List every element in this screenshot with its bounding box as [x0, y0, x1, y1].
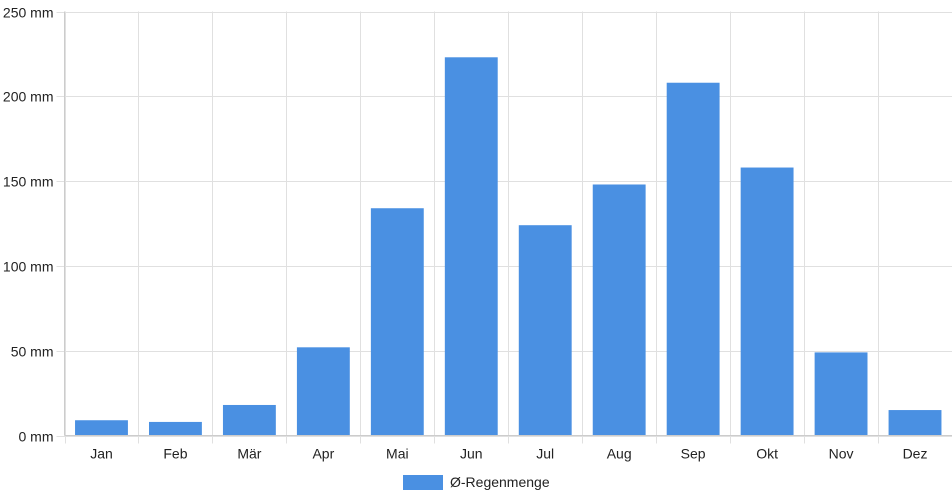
y-tick-label: 50 mm — [11, 344, 54, 360]
bar-okt[interactable] — [740, 167, 794, 436]
bar-series — [75, 57, 942, 436]
x-tick-label: Aug — [607, 446, 632, 462]
x-tick-label: Sep — [681, 446, 706, 462]
bar-feb[interactable] — [148, 421, 202, 436]
x-tick-label: Dez — [903, 446, 928, 462]
y-tick-label: 250 mm — [3, 5, 54, 21]
bar-jun[interactable] — [444, 57, 498, 436]
x-tick-label: Apr — [312, 446, 334, 462]
legend-label: Ø-Regenmenge — [450, 474, 550, 490]
y-tick-label: 100 mm — [3, 259, 54, 275]
x-tick-label: Jul — [536, 446, 554, 462]
bar-jul[interactable] — [518, 225, 572, 436]
bar-mai[interactable] — [370, 208, 424, 436]
bar-aug[interactable] — [592, 184, 646, 436]
x-tick-label: Jun — [460, 446, 483, 462]
x-tick-label: Mär — [237, 446, 261, 462]
bar-nov[interactable] — [814, 352, 868, 436]
bar-sep[interactable] — [666, 82, 720, 436]
y-tick-label: 0 mm — [19, 429, 54, 445]
legend[interactable]: Ø-Regenmenge — [403, 474, 550, 490]
x-tick-label: Nov — [829, 446, 854, 462]
bar-apr[interactable] — [296, 347, 350, 436]
y-tick-label: 200 mm — [3, 89, 54, 105]
y-tick-label: 150 mm — [3, 174, 54, 190]
x-tick-label: Feb — [163, 446, 187, 462]
bar-jan[interactable] — [75, 420, 128, 436]
x-tick-label: Mai — [386, 446, 409, 462]
x-tick-label: Okt — [756, 446, 778, 462]
grid-lines — [56, 11, 952, 444]
x-axis: Jan Feb Mär Apr Mai Jun Jul Aug Sep Okt Nov Dez — [64, 435, 952, 462]
x-tick-label: Jan — [90, 446, 113, 462]
bar-mär[interactable] — [222, 404, 276, 436]
y-axis: 0 mm 50 mm 100 mm 150 mm 200 mm 250 mm — [3, 5, 65, 445]
legend-swatch — [403, 475, 443, 490]
bar-dez[interactable] — [888, 410, 942, 436]
